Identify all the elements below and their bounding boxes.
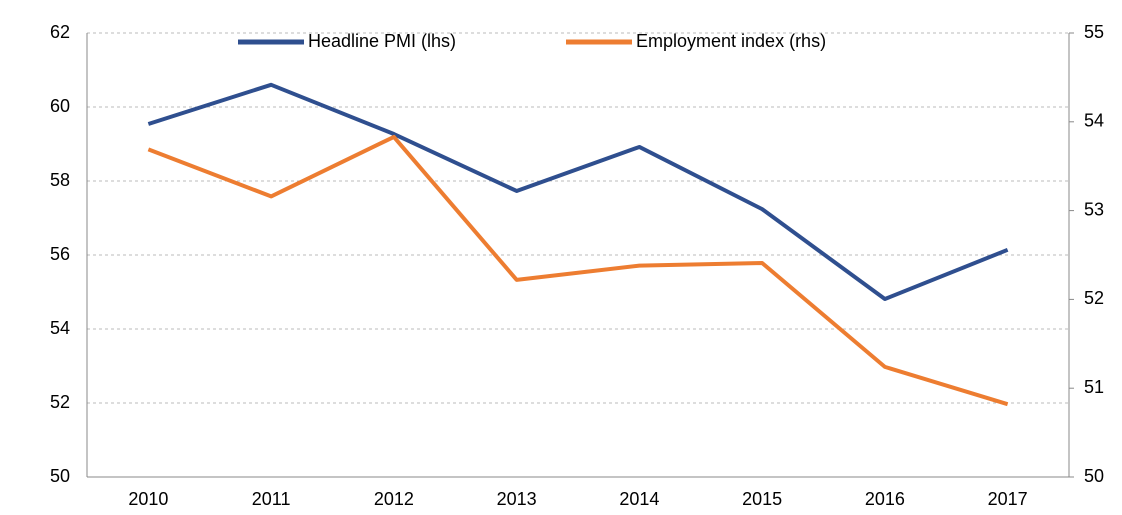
x-tick-label: 2013 — [497, 489, 537, 509]
y2-tick-label: 52 — [1084, 288, 1104, 308]
y2-tick-label: 51 — [1084, 377, 1104, 397]
y2-tick-label: 50 — [1084, 466, 1104, 486]
y-tick-label: 62 — [50, 22, 70, 42]
y-tick-label: 50 — [50, 466, 70, 486]
y2-tick-label: 53 — [1084, 199, 1104, 219]
x-tick-label: 2010 — [128, 489, 168, 509]
y-tick-label: 58 — [50, 170, 70, 190]
x-tick-label: 2017 — [988, 489, 1028, 509]
legend-label: Employment index (rhs) — [636, 31, 826, 51]
y-tick-label: 54 — [50, 318, 70, 338]
legend-label: Headline PMI (lhs) — [308, 31, 456, 51]
y-tick-label: 60 — [50, 96, 70, 116]
x-tick-label: 2016 — [865, 489, 905, 509]
y2-tick-label: 54 — [1084, 111, 1104, 131]
x-tick-label: 2012 — [374, 489, 414, 509]
series-line — [147, 82, 1009, 302]
x-tick-label: 2015 — [742, 489, 782, 509]
x-tick-label: 2014 — [619, 489, 659, 509]
x-tick-label: 2011 — [252, 489, 291, 509]
y-tick-label: 52 — [50, 392, 70, 412]
y2-tick-label: 55 — [1084, 22, 1104, 42]
y-tick-label: 56 — [50, 244, 70, 264]
series-line — [147, 134, 1009, 407]
